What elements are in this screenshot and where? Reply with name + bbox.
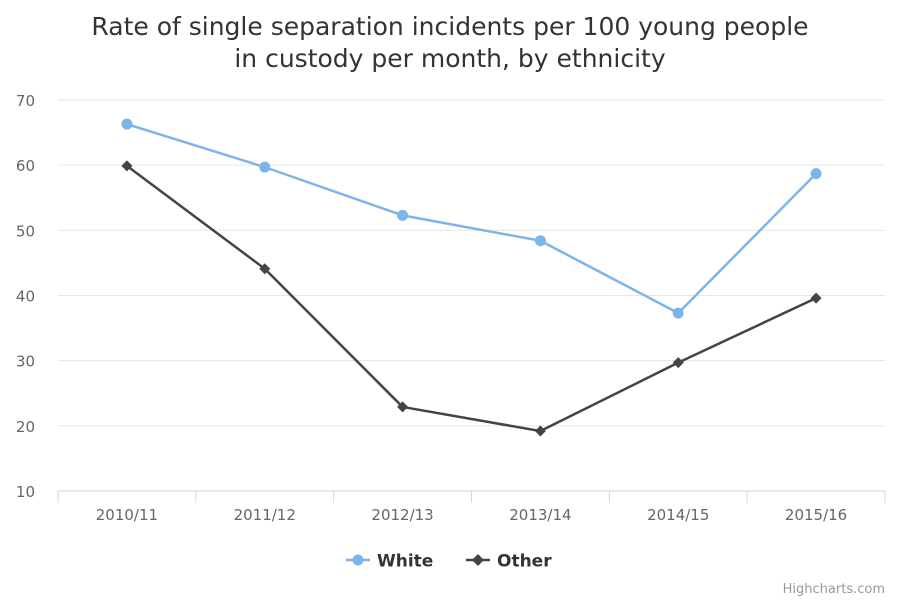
y-tick-label: 60 bbox=[16, 157, 35, 175]
y-tick-label: 50 bbox=[16, 222, 35, 240]
y-tick-label: 10 bbox=[16, 483, 35, 501]
y-tick-label: 30 bbox=[16, 353, 35, 371]
x-tick-label: 2012/13 bbox=[371, 506, 433, 524]
legend-other-label: Other bbox=[497, 552, 552, 572]
data-point-white[interactable] bbox=[672, 307, 684, 319]
legend: White Other bbox=[346, 552, 552, 572]
series-line-white bbox=[125, 122, 818, 315]
y-tick-label: 70 bbox=[16, 92, 35, 110]
credits-link[interactable]: Highcharts.com bbox=[783, 582, 885, 597]
data-point-other[interactable] bbox=[397, 401, 409, 413]
data-point-white[interactable] bbox=[534, 235, 546, 247]
chart-title-line-2: in custody per month, by ethnicity bbox=[234, 44, 665, 73]
data-point-white[interactable] bbox=[810, 168, 822, 180]
x-tick-label: 2014/15 bbox=[647, 506, 709, 524]
data-point-white[interactable] bbox=[259, 161, 271, 173]
legend-item-white[interactable]: White bbox=[346, 552, 433, 572]
x-tick-label: 2015/16 bbox=[785, 506, 847, 524]
data-point-white[interactable] bbox=[397, 209, 409, 221]
x-tick-label: 2010/11 bbox=[96, 506, 158, 524]
x-tick-label: 2011/12 bbox=[234, 506, 296, 524]
data-point-other[interactable] bbox=[259, 263, 271, 275]
y-axis: 10 20 30 40 50 60 70 bbox=[16, 92, 35, 501]
x-tick-label: 2013/14 bbox=[509, 506, 571, 524]
data-point-other[interactable] bbox=[810, 292, 822, 304]
y-tick-label: 40 bbox=[16, 288, 35, 306]
chart-title-line-1: Rate of single separation incidents per … bbox=[91, 12, 808, 41]
legend-other-marker-icon bbox=[472, 554, 484, 566]
legend-white-marker-icon bbox=[352, 554, 364, 566]
data-point-other[interactable] bbox=[534, 425, 546, 437]
data-point-other[interactable] bbox=[121, 160, 133, 172]
series-other bbox=[121, 160, 822, 437]
series-group bbox=[121, 118, 822, 437]
series-line-other bbox=[125, 164, 818, 433]
series-white bbox=[121, 118, 822, 319]
data-point-white[interactable] bbox=[121, 118, 133, 130]
y-tick-label: 20 bbox=[16, 418, 35, 436]
legend-item-other[interactable]: Other bbox=[466, 552, 552, 572]
grid-lines bbox=[58, 99, 885, 427]
data-point-other[interactable] bbox=[672, 357, 684, 369]
legend-white-label: White bbox=[377, 552, 433, 572]
x-axis: 2010/11 2011/12 2012/13 2013/14 2014/15 2015/… bbox=[57, 490, 886, 524]
